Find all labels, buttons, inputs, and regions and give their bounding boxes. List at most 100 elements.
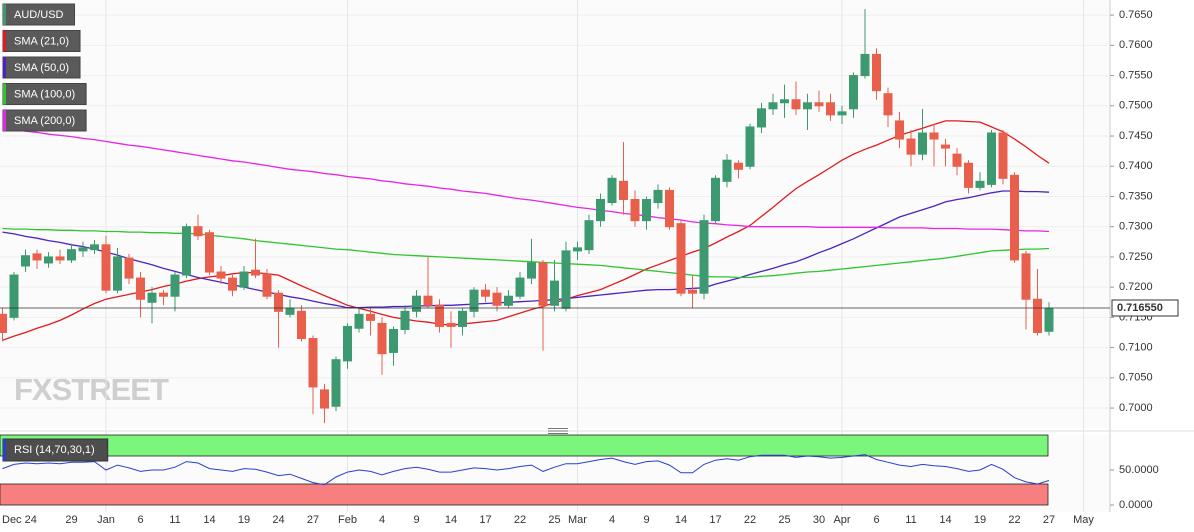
candle-body bbox=[101, 244, 111, 291]
legend-item: SMA (100,0) bbox=[2, 83, 87, 105]
candle bbox=[906, 129, 916, 167]
candle-body bbox=[699, 220, 709, 294]
candle bbox=[527, 238, 536, 285]
candle bbox=[895, 111, 904, 149]
legend-label: SMA (200,0) bbox=[14, 115, 75, 127]
x-tick-label: 22 bbox=[744, 514, 756, 526]
candle bbox=[182, 223, 191, 279]
legend-swatch bbox=[3, 4, 6, 25]
candle-body bbox=[734, 162, 743, 170]
candle bbox=[159, 290, 168, 306]
candle bbox=[883, 87, 893, 127]
candle bbox=[44, 252, 53, 268]
candle-body bbox=[849, 75, 858, 110]
candle-body bbox=[55, 256, 65, 261]
candle bbox=[952, 148, 962, 176]
candle-body bbox=[722, 159, 732, 182]
y-tick-label: 0.7300 bbox=[1119, 221, 1153, 233]
candle bbox=[722, 154, 732, 188]
legend-swatch bbox=[3, 439, 6, 461]
x-tick-label: 25 bbox=[548, 514, 560, 526]
candle-body bbox=[596, 198, 605, 222]
y-tick-label: 0.7050 bbox=[1119, 372, 1153, 384]
candle-body bbox=[538, 262, 548, 306]
candle-body bbox=[745, 126, 755, 167]
y-tick-label: 0.0000 bbox=[1119, 499, 1153, 511]
candle bbox=[987, 129, 996, 188]
candle bbox=[941, 139, 950, 167]
candle-body bbox=[768, 102, 778, 110]
candle bbox=[676, 220, 686, 297]
candle bbox=[274, 290, 283, 348]
candle-body bbox=[803, 102, 812, 110]
candle bbox=[101, 235, 111, 294]
x-tick-label: 9 bbox=[643, 514, 649, 526]
x-tick-label: 24 bbox=[272, 514, 284, 526]
legend-swatch bbox=[3, 57, 6, 78]
candle-body bbox=[918, 132, 927, 155]
candle-body bbox=[446, 322, 456, 327]
candle-body bbox=[285, 307, 295, 315]
candle-body bbox=[331, 359, 341, 407]
candle bbox=[343, 323, 352, 369]
candle-body bbox=[906, 138, 916, 155]
candle-body bbox=[113, 256, 122, 291]
x-tick-label: 19 bbox=[974, 514, 986, 526]
y-tick-label: 0.7550 bbox=[1119, 69, 1153, 81]
candle bbox=[170, 272, 180, 312]
candle-body bbox=[883, 93, 893, 116]
sma-line bbox=[2, 190, 1050, 309]
candle bbox=[837, 105, 847, 124]
candle-body bbox=[205, 232, 214, 273]
legend-swatch bbox=[3, 83, 6, 105]
x-tick-label: 22 bbox=[1008, 514, 1020, 526]
candle-body bbox=[262, 273, 272, 297]
candle bbox=[1021, 250, 1031, 330]
candle-body bbox=[814, 102, 824, 107]
legend-label: SMA (50,0) bbox=[14, 62, 69, 74]
resize-handle[interactable] bbox=[548, 428, 568, 434]
candle-body bbox=[297, 310, 306, 340]
candle bbox=[435, 299, 444, 333]
candle-body bbox=[343, 325, 352, 362]
candle bbox=[389, 326, 398, 366]
candle-body bbox=[964, 162, 973, 188]
candle bbox=[205, 229, 214, 276]
candle-body bbox=[136, 277, 145, 300]
y-tick-label: 50.0000 bbox=[1119, 464, 1159, 476]
candle-body bbox=[21, 255, 30, 267]
candle bbox=[21, 249, 30, 273]
candle-body bbox=[1033, 298, 1042, 333]
x-tick-label: 25 bbox=[778, 514, 790, 526]
x-tick-label: 6 bbox=[873, 514, 879, 526]
y-tick-label: 0.7250 bbox=[1119, 251, 1153, 263]
candle-body bbox=[550, 280, 559, 306]
candle-body bbox=[711, 177, 720, 222]
candle bbox=[67, 243, 76, 263]
candle-body bbox=[435, 304, 444, 327]
x-tick-label: 27 bbox=[1043, 514, 1055, 526]
candle bbox=[584, 214, 594, 254]
candle bbox=[872, 48, 881, 100]
candle bbox=[653, 184, 663, 209]
candle-body bbox=[412, 295, 421, 312]
candle-body bbox=[573, 247, 582, 252]
candle bbox=[550, 259, 559, 312]
candle bbox=[481, 284, 490, 303]
candle-body bbox=[895, 120, 904, 140]
candle-body bbox=[170, 274, 180, 297]
candle bbox=[331, 356, 341, 412]
y-tick-label: 0.7100 bbox=[1119, 342, 1153, 354]
candle bbox=[1033, 269, 1042, 336]
candle-body bbox=[642, 198, 651, 222]
candle-body bbox=[274, 292, 283, 312]
legend-label: SMA (21,0) bbox=[14, 35, 69, 47]
candle bbox=[826, 93, 835, 121]
candle bbox=[515, 272, 525, 300]
candle bbox=[423, 256, 433, 309]
candle bbox=[1010, 172, 1019, 263]
candle-body bbox=[504, 295, 513, 306]
candle-body bbox=[216, 271, 226, 279]
x-tick-label: 14 bbox=[445, 514, 457, 526]
